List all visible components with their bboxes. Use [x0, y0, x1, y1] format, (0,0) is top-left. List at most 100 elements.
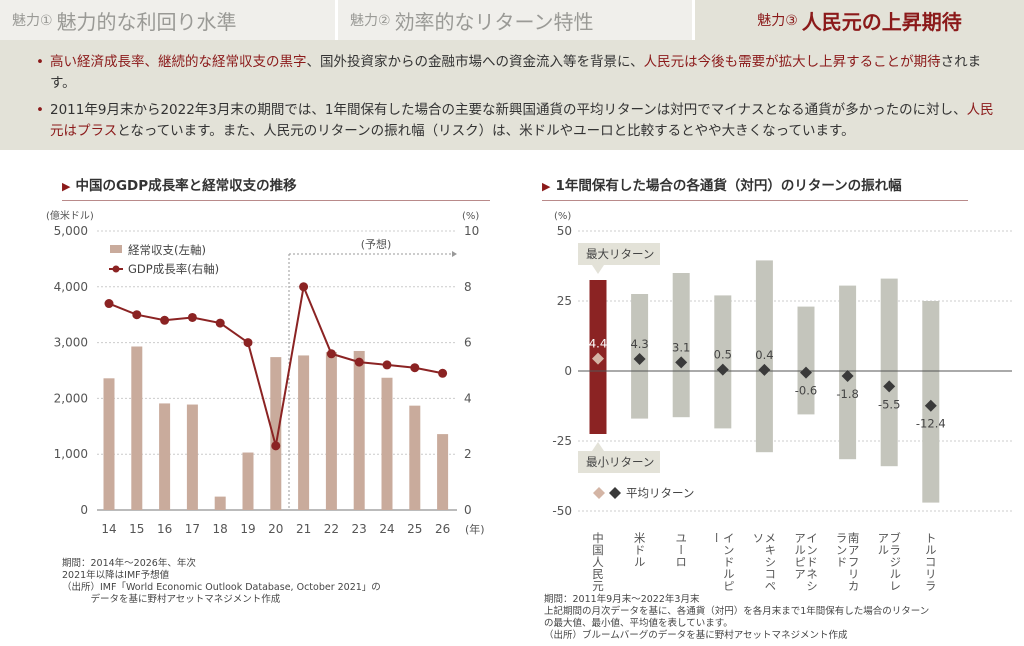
gdp-current-account-chart: (億米ドル) (%) 0 0 1,000 2 2,000 4 3,000 6 4,000 8 5,000… — [46, 209, 485, 536]
x-tick-label: 15 — [129, 522, 144, 536]
y-tick-label: 3,000 — [54, 336, 88, 350]
average-label: -1.8 — [836, 387, 858, 401]
bar — [381, 377, 393, 510]
tab-attraction-1[interactable]: 魅力① 魅力的な利回り水準 — [0, 0, 335, 40]
gdp-point — [326, 349, 336, 359]
y-tick-label: -25 — [552, 434, 572, 448]
gdp-point — [299, 282, 309, 292]
x-tick-label: 23 — [352, 522, 367, 536]
x-tick-label: 22 — [324, 522, 339, 536]
gdp-point — [243, 338, 253, 348]
y2-tick-label: 4 — [464, 391, 472, 405]
bullet-1: 高い経済成長率、継続的な経常収支の黒字、国外投資家からの金融市場への資金流入等を… — [36, 52, 994, 94]
max-callout-box — [578, 243, 660, 265]
x-tick-label: 24 — [379, 522, 394, 536]
category-label: トルコリラ — [924, 532, 938, 592]
legend-line-marker — [112, 265, 120, 273]
y-tick-label: -50 — [552, 504, 572, 518]
category-label: アル — [876, 532, 890, 556]
average-marker — [841, 370, 854, 383]
x-axis-label: (年) — [465, 522, 485, 536]
category-label: アルピア — [793, 532, 807, 580]
bar — [437, 434, 449, 510]
gdp-point — [271, 441, 281, 451]
gdp-point — [354, 357, 364, 367]
legend-bar-swatch — [110, 245, 122, 253]
average-marker — [924, 399, 937, 412]
right-chart-heading: ▶ 1年間保有した場合の各通貨（対円）のリターンの振れ幅 — [542, 174, 968, 201]
range-bar — [714, 295, 732, 429]
y2-tick-label: 0 — [464, 503, 472, 517]
bar — [298, 355, 310, 510]
category-label: 中国人民元 — [591, 532, 605, 592]
forecast-label: (予想) — [361, 237, 392, 251]
min-callout-label: 最小リターン — [586, 455, 654, 469]
tab-attraction-3[interactable]: 魅力③ 人民元の上昇期待 — [695, 0, 1024, 40]
average-marker — [675, 356, 688, 369]
bar — [214, 496, 226, 510]
range-bar — [672, 273, 690, 418]
category-label: ソ — [751, 532, 765, 544]
legend-diamond-icon — [609, 487, 621, 499]
average-label: 4.3 — [630, 337, 648, 351]
highlight-text: 人民元はプラス — [50, 102, 994, 139]
y-tick-label: 0 — [564, 364, 572, 378]
category-label: インドネシ — [805, 532, 819, 592]
category-label: メキシコペ — [763, 532, 777, 592]
average-label: -5.5 — [878, 397, 900, 411]
range-bar — [797, 306, 815, 415]
min-callout-box — [578, 451, 660, 473]
x-tick-label: 21 — [296, 522, 311, 536]
average-label: 0.5 — [714, 348, 732, 362]
max-callout-pointer — [592, 265, 604, 274]
gdp-point — [215, 318, 225, 328]
y-tick-label: 0 — [80, 503, 88, 517]
x-tick-label: 20 — [268, 522, 283, 536]
category-label: インドルピ — [722, 532, 736, 592]
x-tick-label: 16 — [157, 522, 172, 536]
x-tick-label: 19 — [240, 522, 255, 536]
y-axis-label: (億米ドル) — [46, 209, 94, 222]
body-text: 、国外投資家からの金融市場への資金流入等を背景に、 — [306, 54, 644, 70]
x-tick-label: 18 — [213, 522, 228, 536]
bar — [325, 352, 337, 510]
gdp-point — [104, 299, 114, 309]
average-marker — [716, 363, 729, 376]
info-panel: 高い経済成長率、継続的な経常収支の黒字、国外投資家からの金融市場への資金流入等を… — [0, 40, 1024, 150]
bar — [103, 378, 115, 510]
right-notes: 期間：2011年9月末～2022年3月末 上記期間の月次データを基に、各通貨（対円… — [544, 594, 930, 641]
y-tick-label: 1,000 — [54, 447, 88, 461]
bullet-2: 2011年9月末から2022年3月末の期間では、1年間保有した場合の主要な新興国… — [36, 100, 994, 142]
y-tick-label: 25 — [557, 294, 572, 308]
category-label: ブラジルレ — [888, 531, 902, 592]
tab-attraction-2[interactable]: 魅力② 効率的なリターン特性 — [338, 0, 692, 40]
average-marker — [758, 363, 771, 376]
bar — [409, 405, 421, 510]
max-callout-label: 最大リターン — [586, 247, 654, 261]
gdp-point — [187, 312, 197, 322]
body-text: となっています。また、人民元のリターンの振れ幅（リスク）は、米ドルやユーロと比較… — [117, 123, 855, 139]
bar — [270, 357, 282, 510]
range-bar — [880, 278, 898, 467]
gdp-point — [438, 368, 448, 378]
average-label: 4.4 — [589, 337, 607, 351]
body-text: 2011年9月末から2022年3月末の期間では、1年間保有した場合の主要な新興国… — [50, 102, 967, 118]
category-label: ランド — [835, 532, 849, 568]
category-label: 米ドル — [633, 532, 647, 568]
average-marker — [883, 380, 896, 393]
currency-return-range-chart: (%) -50 -25 0 25 50 4.4 中国人民元 4.3 米ドル 3.1 ユーロ 0.5 インド… — [552, 211, 1012, 592]
average-marker — [800, 366, 812, 379]
left-notes: 期間：2014年～2026年、年次 2021年以降はIMF予想値 （出所）IMF「W… — [62, 558, 381, 605]
bar — [242, 452, 254, 510]
tab-bar: 魅力① 魅力的な利回り水準 魅力② 効率的なリターン特性 魅力③ 人民元の上昇期待 — [0, 0, 1024, 40]
bar — [353, 350, 365, 510]
gdp-point — [132, 310, 142, 320]
category-label: 南アフリカ — [847, 531, 861, 592]
bar — [159, 403, 171, 510]
average-marker — [633, 352, 646, 365]
x-tick-label: 25 — [407, 522, 422, 536]
y2-tick-label: 8 — [464, 280, 472, 294]
average-label: -0.6 — [795, 384, 817, 398]
y-tick-label: 4,000 — [54, 280, 88, 294]
y2-tick-label: 6 — [464, 336, 472, 350]
